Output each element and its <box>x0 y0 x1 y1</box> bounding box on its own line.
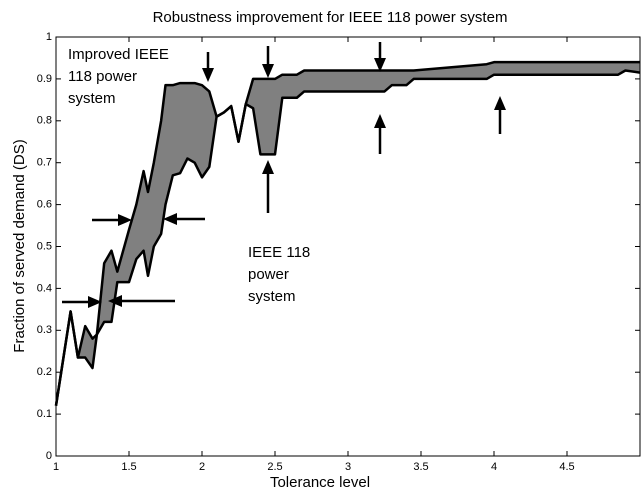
y-tick-label: 0.4 <box>37 282 52 294</box>
arrow-head <box>202 68 214 82</box>
x-tick-label: 1 <box>53 461 59 473</box>
series-line <box>54 60 640 406</box>
x-tick-label: 2 <box>199 461 205 473</box>
x-tick-label: 3.5 <box>413 461 428 473</box>
y-tick-label: 0.2 <box>37 366 52 378</box>
arrow-head <box>108 295 122 307</box>
y-axis-label: Fraction of served demand (DS) <box>11 139 28 352</box>
annotation: system <box>68 90 116 107</box>
y-tick-label: 0.6 <box>37 199 52 211</box>
x-tick-label: 2.5 <box>267 461 282 473</box>
x-axis-label: Tolerance level <box>270 474 370 491</box>
annotation: IEEE 118 <box>248 244 310 261</box>
x-tick-label: 3 <box>345 461 351 473</box>
x-tick-label: 4 <box>491 461 497 473</box>
arrow-head <box>262 64 274 78</box>
arrow-head <box>374 58 386 72</box>
y-tick-label: 0.5 <box>37 240 52 252</box>
x-tick-label: 4.5 <box>559 461 574 473</box>
y-tick-label: 0.1 <box>37 408 52 420</box>
y-tick-label: 1 <box>46 31 52 43</box>
arrow-head <box>262 160 274 174</box>
annotation: power <box>248 266 289 283</box>
annotation: system <box>248 288 296 305</box>
series-line <box>54 69 641 406</box>
arrow-head <box>118 214 132 226</box>
chart-title: Robustness improvement for IEEE 118 powe… <box>153 9 508 26</box>
arrows <box>62 42 506 308</box>
y-tick-label: 0.8 <box>37 115 52 127</box>
y-tick-label: 0.7 <box>37 157 52 169</box>
y-tick-label: 0.9 <box>37 73 52 85</box>
y-tick-label: 0.3 <box>37 324 52 336</box>
arrow-head <box>163 213 177 225</box>
arrow-head <box>494 96 506 110</box>
annotation: Improved IEEE <box>68 46 169 63</box>
arrow-head <box>88 296 102 308</box>
band-fill <box>56 62 640 406</box>
y-tick-label: 0 <box>46 450 52 462</box>
x-tick-label: 1.5 <box>121 461 136 473</box>
arrow-head <box>374 114 386 128</box>
annotation: 118 power <box>68 68 137 85</box>
